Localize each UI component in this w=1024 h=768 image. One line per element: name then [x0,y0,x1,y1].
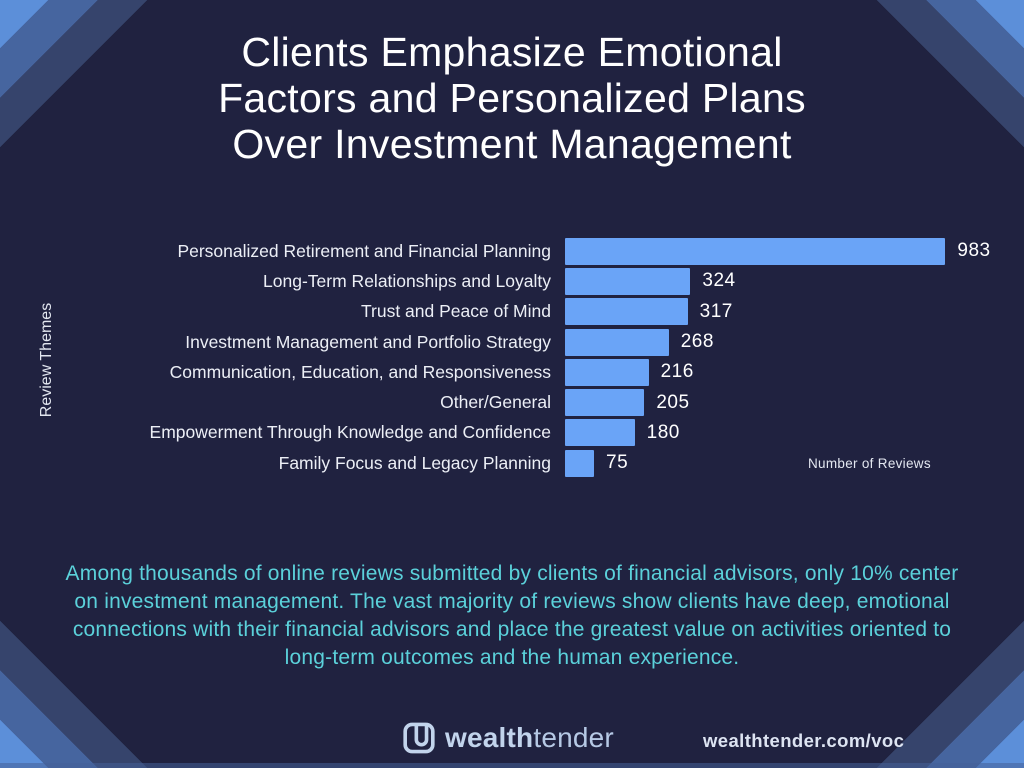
wealthtender-logo: wealthtender [402,721,614,755]
category-label: Communication, Education, and Responsive… [169,361,551,382]
y-axis-label: Review Themes [38,302,55,418]
chart-row: Family Focus and Legacy Planning 75 [0,448,1024,478]
bar-value-label: 983 [957,240,991,262]
bar-chart: Personalized Retirement and Financial Pl… [0,236,1024,478]
chart-row: Investment Management and Portfolio Stra… [0,327,1024,357]
category-label: Family Focus and Legacy Planning [278,452,551,473]
x-axis-label: Number of Reviews [808,456,931,471]
bar [565,449,595,477]
chart-row: Trust and Peace of Mind 317 [0,297,1024,327]
bar [565,237,946,265]
bar [565,389,645,417]
brand-bold: wealth [445,722,534,753]
bar [565,419,635,447]
category-label: Empowerment Through Knowledge and Confid… [149,422,551,443]
summary-text: Among thousands of online reviews submit… [65,562,959,670]
category-label: Other/General [440,392,551,413]
footer-url: wealthtender.com/voc [703,730,905,751]
wealthtender-mark-icon [402,721,436,755]
bar [565,328,669,356]
category-label: Long-Term Relationships and Loyalty [263,270,551,291]
category-label: Trust and Peace of Mind [360,301,551,322]
bar-value-label: 205 [656,391,690,413]
page-title-line: Over Investment Management [232,120,792,167]
page-title-line: Clients Emphasize Emotional [241,29,783,75]
chart-row: Communication, Education, and Responsive… [0,357,1024,387]
bar-value-label: 324 [702,270,736,292]
page-title: Clients Emphasize Emotional Factors and P… [0,30,1024,167]
brand-light: tender [533,722,614,753]
bar [565,358,649,386]
bottom-edge-strip [0,763,1024,768]
bar [565,298,688,326]
bar-value-label: 317 [699,300,733,322]
page-title-line: Factors and Personalized Plans [218,74,806,121]
bar-value-label: 216 [660,361,694,383]
bar-value-label: 268 [680,331,714,353]
wealthtender-wordmark: wealthtender [445,722,614,754]
category-label: Investment Management and Portfolio Stra… [185,331,551,352]
chart-row: Other/General 205 [0,387,1024,417]
bar [565,267,691,295]
bar-value-label: 180 [646,421,680,443]
chart-row: Long-Term Relationships and Loyalty 324 [0,266,1024,296]
chart-row: Empowerment Through Knowledge and Confid… [0,418,1024,448]
chart-row: Personalized Retirement and Financial Pl… [0,236,1024,266]
bar-value-label: 75 [606,452,629,474]
category-label: Personalized Retirement and Financial Pl… [177,240,551,261]
